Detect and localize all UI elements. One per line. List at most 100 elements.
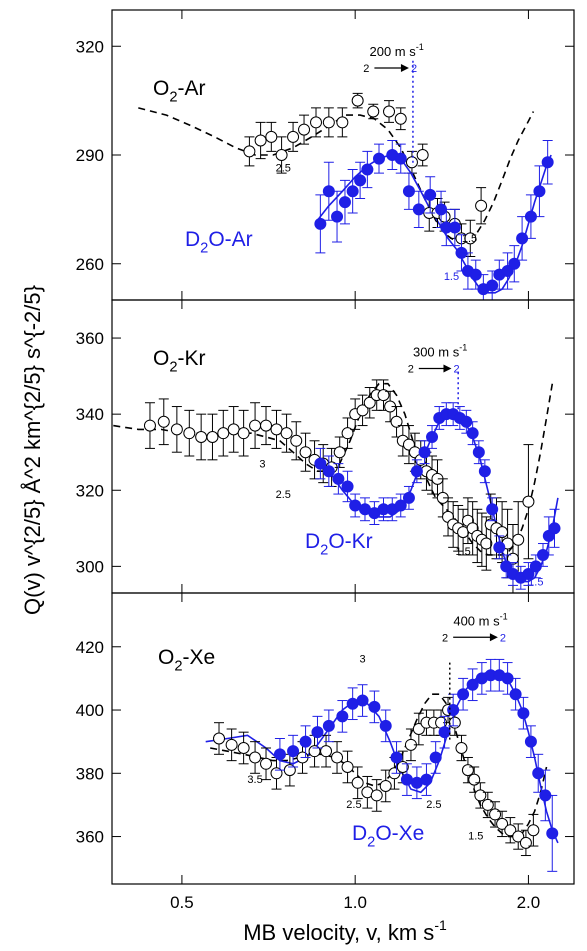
d2o-data-point: [368, 700, 381, 713]
text-run: 2: [367, 834, 375, 850]
quantum-annotation: 2.5: [346, 799, 361, 811]
o2-data-point: [367, 105, 380, 118]
o2-data-point: [341, 760, 354, 773]
o2-data-point: [341, 427, 354, 440]
o2-fit-dashed-line: [138, 107, 535, 243]
arrow-end-label: 2: [500, 632, 506, 644]
d2o-data-point: [478, 465, 491, 478]
y-tick-label: 360: [76, 329, 104, 348]
text-run: O: [158, 646, 174, 669]
y-tick-label: 320: [76, 481, 104, 500]
text-run: O-Xe: [375, 822, 424, 845]
d2o-data-point: [410, 465, 423, 478]
o2-data-point: [379, 779, 392, 792]
o2-data-point: [412, 723, 425, 736]
d2o-series-label: D2O-Xe: [352, 822, 424, 850]
text-run: 2: [200, 240, 208, 256]
quantum-annotation: 2.5: [276, 162, 291, 174]
o2-data-point: [270, 423, 283, 436]
o2-data-point: [519, 836, 532, 849]
d2o-data-point: [336, 710, 349, 723]
o2-data-point: [143, 419, 156, 432]
quantum-annotation: 1.5: [528, 576, 543, 588]
y-tick-label: 340: [76, 405, 104, 424]
text-run: D: [352, 822, 367, 845]
d2o-data-point: [354, 174, 367, 187]
o2-data-point: [481, 798, 494, 811]
arrow-start-label: 2: [442, 632, 448, 644]
plot-area: [138, 92, 554, 300]
o2-data-point: [512, 830, 525, 843]
o2-data-point: [356, 404, 369, 417]
d2o-data-point: [341, 480, 354, 493]
text-run: 2: [169, 359, 177, 375]
speed-label: 400 m s-1: [453, 611, 507, 628]
o2-data-point: [475, 199, 488, 212]
y-tick-label: 320: [76, 37, 104, 56]
o2-data-point: [287, 130, 300, 143]
o2-data-point: [249, 751, 262, 764]
d2o-data-point: [338, 196, 351, 209]
y-tick-label: 260: [76, 255, 104, 274]
d2o-data-point: [299, 735, 312, 748]
plot-area: [205, 658, 559, 872]
text-run: 2: [174, 658, 182, 674]
quantum-annotation: 1.5: [444, 271, 459, 283]
o2-data-point: [275, 149, 288, 161]
o2-data-point: [254, 134, 267, 147]
y-axis-title: Q(v) v^{2/5} Å^2 km^{2/5} s^{-2/5}: [20, 285, 45, 615]
o2-series-label: O2-Ar: [153, 77, 206, 105]
x-tick-label: 0.5: [170, 893, 194, 912]
o2-data-point: [213, 732, 226, 745]
o2-data-point: [227, 423, 240, 436]
arrow-end-label: 2: [453, 363, 459, 375]
o2-data-point: [217, 427, 230, 440]
d2o-data-point: [424, 188, 437, 201]
d2o-data-point: [346, 185, 359, 198]
o2-data-point: [370, 789, 383, 802]
o2-data-point: [394, 112, 407, 125]
speed-label: 200 m s-1: [370, 42, 424, 59]
text-run: O-Kr: [328, 530, 372, 553]
d2o-data-point: [438, 726, 451, 739]
y-tick-label: 290: [76, 146, 104, 165]
o2-data-point: [377, 389, 390, 402]
o2-data-point: [283, 764, 296, 777]
d2o-data-point: [517, 707, 530, 720]
d2o-data-point: [500, 560, 513, 573]
o2-data-point: [512, 533, 525, 546]
text-run: D: [185, 228, 200, 251]
d2o-data-point: [533, 185, 546, 198]
d2o-data-point: [394, 499, 407, 512]
text-run: 2: [169, 89, 177, 105]
o2-data-point: [237, 427, 250, 440]
d2o-data-point: [322, 465, 335, 478]
plot-area: [113, 379, 561, 593]
text-run: 400 m s: [453, 613, 500, 628]
x-axis-title: MB velocity, v, km s-1: [243, 917, 447, 945]
d2o-data-point: [493, 541, 506, 554]
o2-data-point: [183, 427, 196, 440]
o2-data-point: [308, 745, 321, 758]
quantum-annotation: 1.5: [455, 546, 470, 558]
y-tick-label: 300: [76, 557, 104, 576]
text-run: 200 m s: [370, 44, 417, 59]
arrow-start-label: 2: [363, 63, 369, 75]
d2o-data-point: [448, 221, 461, 234]
o2-data-point: [298, 123, 311, 136]
x-axis-title-sup: -1: [434, 917, 447, 933]
d2o-data-point: [402, 185, 415, 198]
o2-data-point: [489, 808, 502, 821]
arrow-head: [489, 633, 498, 642]
o2-data-point: [249, 419, 262, 432]
o2-data-point: [527, 824, 540, 837]
d2o-data-point: [524, 735, 537, 748]
d2o-data-point: [372, 152, 385, 165]
d2o-data-point: [346, 697, 359, 710]
o2-data-point: [351, 94, 364, 107]
o2-data-point: [310, 116, 323, 129]
d2o-data-point: [522, 567, 535, 580]
o2-data-point: [480, 537, 493, 550]
